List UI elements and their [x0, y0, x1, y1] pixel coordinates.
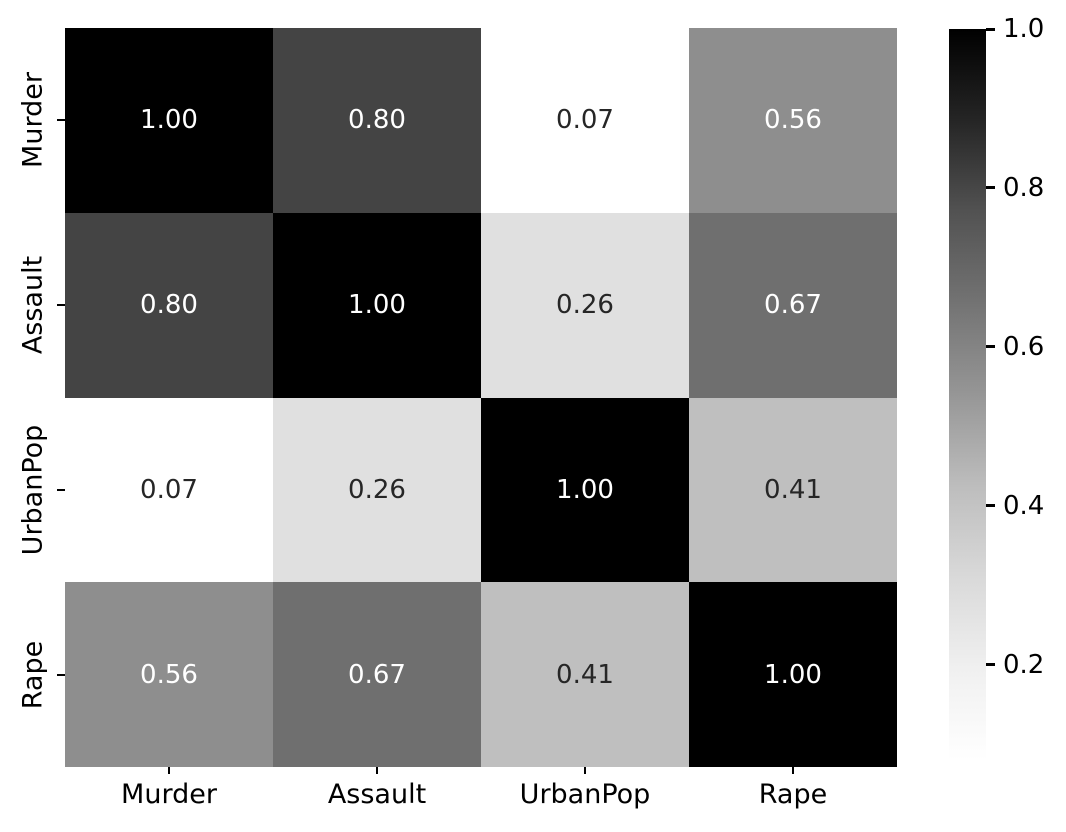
x-tick-mark [584, 767, 586, 774]
heatmap-cell-murder-assault: 0.80 [273, 28, 481, 213]
colorbar [949, 29, 986, 760]
colorbar-tick-label: 1.0 [1003, 14, 1045, 44]
y-tick-label: Assault [17, 255, 49, 355]
colorbar-tick-label: 0.6 [1003, 331, 1045, 362]
y-tick-mark [57, 488, 65, 491]
heatmap-cell-rape-rape: 1.00 [689, 582, 897, 767]
x-tick-label: Murder [121, 779, 217, 810]
x-tick-mark [376, 767, 378, 774]
y-tick-mark [57, 119, 65, 122]
heatmap-cell-murder-rape: 0.56 [689, 28, 897, 213]
colorbar-tick-mark [986, 27, 995, 31]
heatmap-cell-assault-murder: 0.80 [65, 212, 273, 398]
x-tick-label: Rape [758, 779, 828, 810]
x-tick-mark [792, 767, 794, 774]
heatmap-cell-rape-murder: 0.56 [65, 582, 273, 767]
colorbar-tick-mark [986, 504, 995, 508]
heatmap-cell-assault-assault: 1.00 [273, 212, 481, 398]
y-tick-label: UrbanPop [17, 424, 49, 556]
y-tick-mark [57, 304, 65, 307]
heatmap-cell-urbanpop-assault: 0.26 [273, 397, 481, 583]
heatmap-cell-rape-urbanpop: 0.41 [481, 582, 689, 767]
colorbar-tick-mark [986, 345, 995, 349]
y-tick-label: Murder [17, 72, 49, 169]
y-tick-mark [57, 673, 65, 676]
heatmap-cell-assault-urbanpop: 0.26 [481, 212, 689, 398]
heatmap-cell-urbanpop-urbanpop: 1.00 [481, 397, 689, 583]
x-tick-mark [168, 767, 170, 774]
colorbar-tick-label: 0.8 [1003, 172, 1045, 203]
colorbar-tick-label: 0.4 [1003, 490, 1045, 521]
x-tick-label: UrbanPop [519, 779, 651, 810]
colorbar-tick-mark [986, 663, 995, 667]
y-tick-label: Rape [17, 640, 49, 709]
heatmap-cell-urbanpop-rape: 0.41 [689, 397, 897, 583]
heatmap-cell-rape-assault: 0.67 [273, 582, 481, 767]
heatmap-cell-urbanpop-murder: 0.07 [65, 397, 273, 583]
heatmap-cell-assault-rape: 0.67 [689, 212, 897, 398]
x-tick-label: Assault [327, 779, 427, 810]
heatmap-grid: 1.00 0.80 0.07 0.56 0.80 1.00 0.26 0.67 0.07 0.26… [65, 28, 897, 767]
colorbar-tick-mark [986, 186, 995, 190]
heatmap-cell-murder-urbanpop: 0.07 [481, 28, 689, 213]
colorbar-tick-label: 0.2 [1003, 649, 1045, 680]
heatmap-cell-murder-murder: 1.00 [65, 28, 273, 213]
